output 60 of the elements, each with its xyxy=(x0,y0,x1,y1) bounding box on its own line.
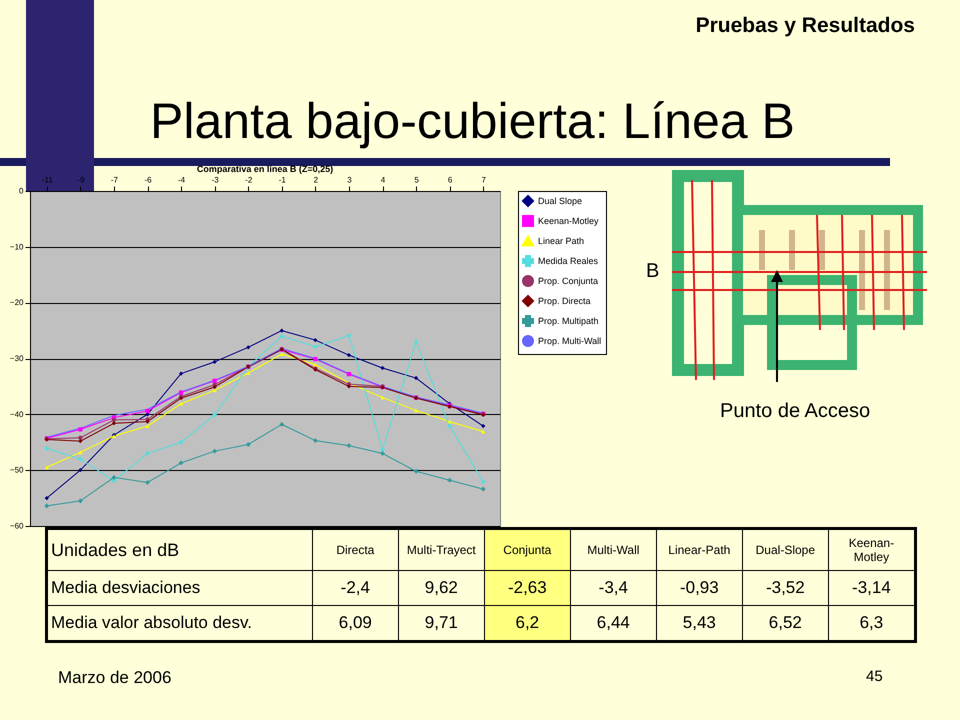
x-tick-label: -9 xyxy=(77,176,85,184)
text: Multi-Trayect xyxy=(398,528,484,570)
legend-label: Dual Slope xyxy=(538,196,582,206)
text: Pruebas y Resultados xyxy=(696,14,915,38)
x-tick-label: -6 xyxy=(144,176,152,184)
legend-label: Prop. Conjunta xyxy=(538,276,598,286)
legend-label: Linear Path xyxy=(538,236,584,246)
x-tick-label: -1 xyxy=(278,176,286,184)
chart-title: Planta bajo-cubierta: Línea B xyxy=(150,92,795,150)
text: 6,52 xyxy=(742,606,828,642)
x-tick-label: 2 xyxy=(314,176,319,184)
y-tick-label: −10 xyxy=(10,242,24,252)
x-tick-label: 4 xyxy=(380,176,386,184)
y-tick-label: −20 xyxy=(10,298,24,308)
text: Conjunta xyxy=(484,528,570,570)
x-tick-label: 7 xyxy=(481,176,486,184)
text: Media valor absoluto desv. xyxy=(46,606,312,642)
legend-label: Prop. Multi-Wall xyxy=(538,336,602,346)
text: 9,71 xyxy=(398,606,484,642)
x-tick-label: -4 xyxy=(178,176,186,184)
text: Unidades en dB xyxy=(46,528,312,570)
text: Keenan-Motley xyxy=(828,528,916,570)
text: Directa xyxy=(312,528,398,570)
x-tick-label: -2 xyxy=(245,176,253,184)
text: -3,14 xyxy=(828,570,916,606)
x-tick-label: 3 xyxy=(347,176,352,184)
text: Linear-Path xyxy=(656,528,742,570)
text: 6,3 xyxy=(828,606,916,642)
x-tick-label: -3 xyxy=(212,176,220,184)
y-tick-label: 0 xyxy=(19,186,24,196)
y-tick-label: −60 xyxy=(10,522,24,530)
text: Media desviaciones xyxy=(46,570,312,606)
y-tick-label: −40 xyxy=(10,410,24,419)
legend-label: Prop. Multipath xyxy=(538,316,599,326)
chart-subtitle: Comparativa en línea B (Z=0,25) xyxy=(196,164,334,174)
text: -3,4 xyxy=(570,570,656,606)
text: Marzo de 2006 xyxy=(58,668,172,688)
text: 6,09 xyxy=(312,606,398,642)
legend-label: Medida Reales xyxy=(538,256,599,266)
x-tick-label: 6 xyxy=(448,176,453,184)
text: B xyxy=(646,260,660,283)
text: 6,44 xyxy=(570,606,656,642)
legend-label: Prop. Directa xyxy=(538,296,591,306)
text: 45 xyxy=(866,668,883,685)
y-tick-label: −30 xyxy=(10,354,24,363)
y-tick-label: −50 xyxy=(10,466,24,475)
text: -2,4 xyxy=(312,570,398,606)
text: Punto de Acceso xyxy=(720,400,870,423)
text: -2,63 xyxy=(484,570,570,606)
text: Multi-Wall xyxy=(570,528,656,570)
text: -3,52 xyxy=(742,570,828,606)
text: -0,93 xyxy=(656,570,742,606)
x-tick-label: -7 xyxy=(110,176,119,184)
x-tick-label: -11 xyxy=(42,176,54,184)
text: 6,2 xyxy=(484,606,570,642)
text: Dual-Slope xyxy=(742,528,828,570)
legend-label: Keenan-Motley xyxy=(538,216,600,226)
text: 5,43 xyxy=(656,606,742,642)
text: 9,62 xyxy=(398,570,484,606)
x-tick-label: 5 xyxy=(414,176,420,184)
